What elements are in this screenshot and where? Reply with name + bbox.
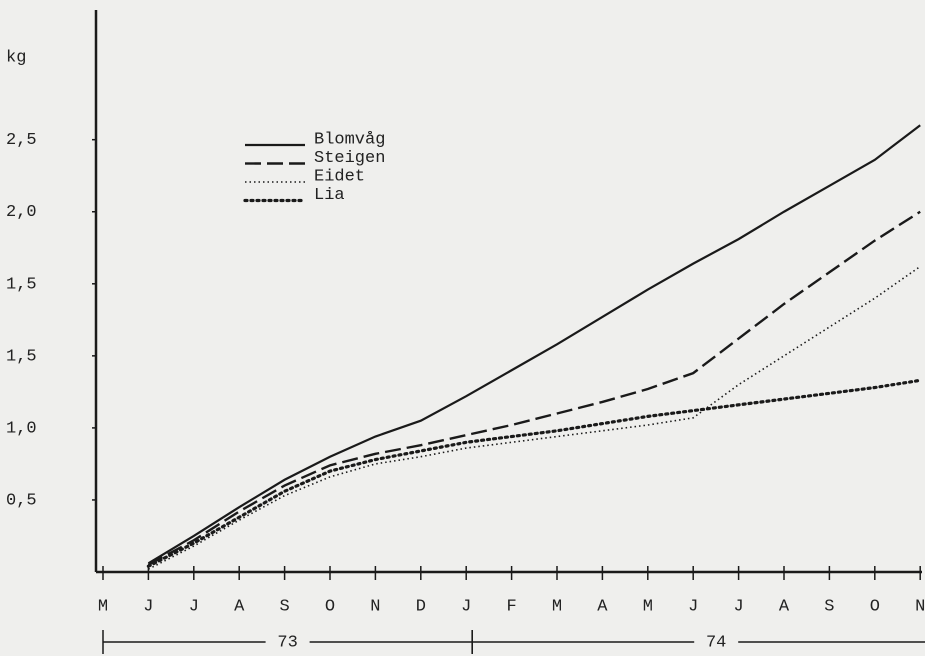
x-tick-label: N (370, 597, 380, 616)
x-tick-label: J (733, 597, 743, 616)
x-tick-label: J (461, 597, 471, 616)
x-tick-label: N (915, 597, 925, 616)
series-line (147, 124, 921, 565)
x-tick-label: M (552, 597, 562, 616)
x-tick-label: A (597, 597, 608, 616)
x-tick-label: M (98, 597, 108, 616)
year-label: 74 (706, 633, 726, 652)
legend-label: Blomvåg (314, 130, 385, 149)
series-line (146, 378, 922, 568)
legend-label: Steigen (314, 149, 385, 168)
y-tick-label: 2,5 (6, 131, 37, 150)
x-tick-label: S (279, 597, 289, 616)
x-tick-label: F (506, 597, 516, 616)
y-tick-label: 2,0 (6, 203, 37, 222)
y-tick-label: 1,5 (6, 275, 37, 294)
y-axis-label: kg (6, 48, 26, 67)
x-tick-label: A (779, 597, 790, 616)
x-tick-label: J (189, 597, 199, 616)
x-tick-label: J (143, 597, 153, 616)
year-label: 73 (277, 633, 297, 652)
x-tick-label: A (234, 597, 245, 616)
series-line (147, 210, 921, 566)
legend-label: Lia (314, 186, 345, 205)
x-tick-label: S (824, 597, 834, 616)
y-tick-label: 0,5 (6, 491, 37, 510)
x-tick-label: D (416, 597, 426, 616)
legend-label: Eidet (314, 167, 365, 186)
x-tick-label: O (870, 597, 880, 616)
x-tick-label: J (688, 597, 698, 616)
x-tick-label: M (643, 597, 653, 616)
y-tick-label: 1,5 (6, 347, 37, 366)
x-tick-label: O (325, 597, 335, 616)
y-tick-label: 1,0 (6, 419, 37, 438)
